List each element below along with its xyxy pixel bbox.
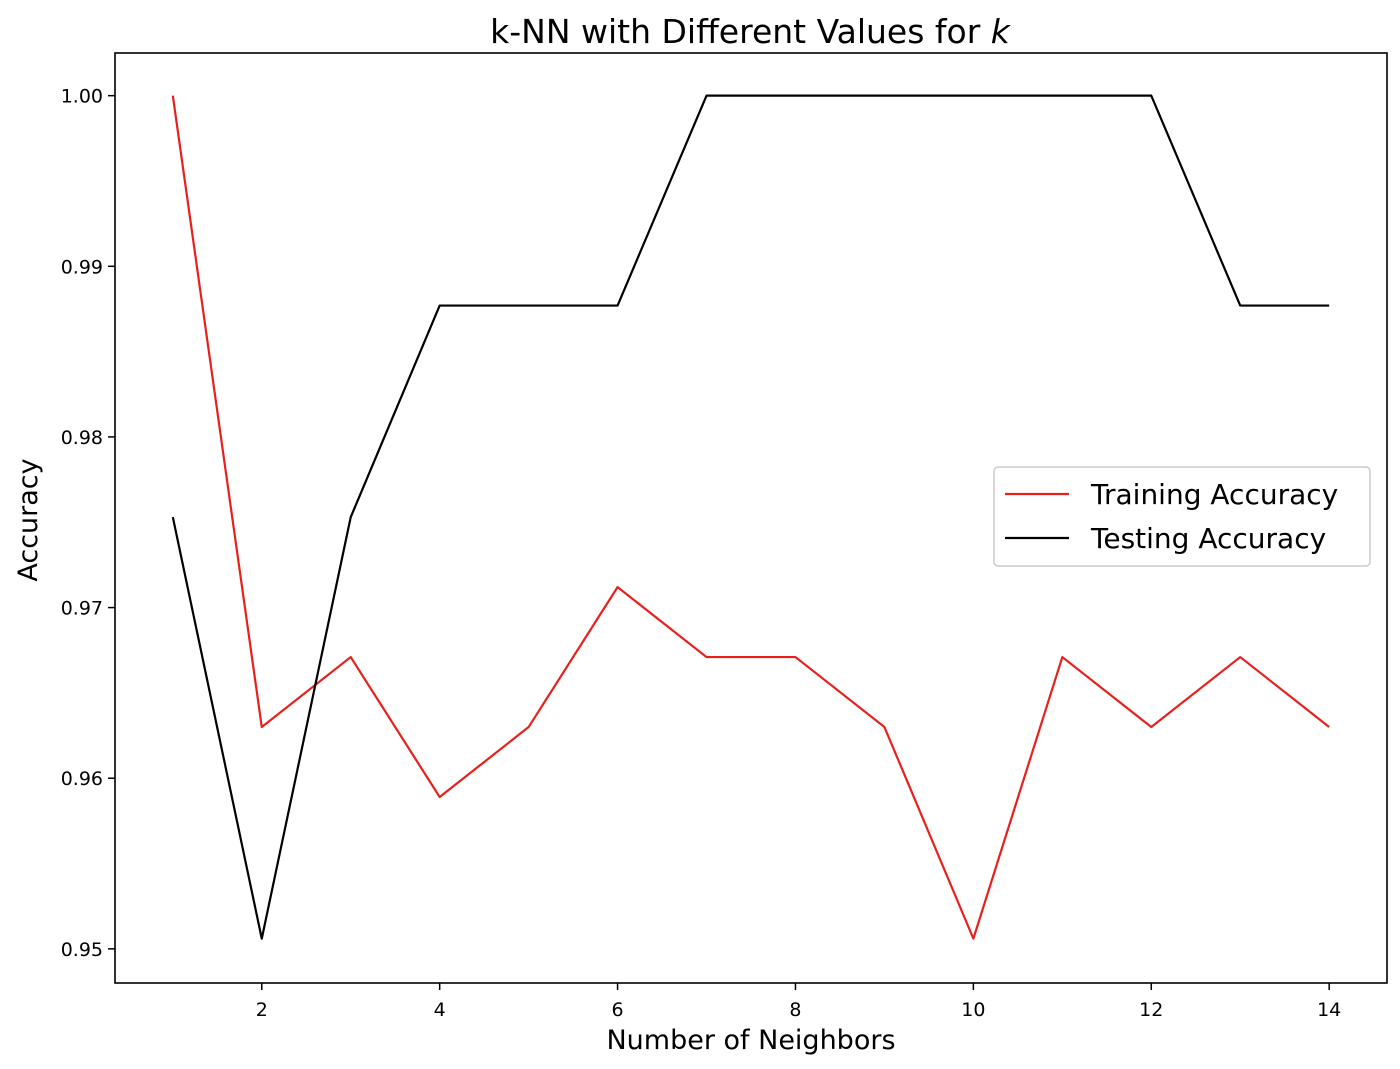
x-axis-ticks: 2 4 6 8 10 12 14 bbox=[256, 983, 1341, 1021]
x-tick-label: 8 bbox=[789, 999, 801, 1021]
chart-title-text: k-NN with Different Values for bbox=[490, 12, 991, 51]
y-tick-label: 1.00 bbox=[61, 86, 103, 108]
y-tick-label: 0.99 bbox=[61, 256, 103, 278]
plot-frame bbox=[114, 52, 1388, 984]
series-line-training-accuracy bbox=[171, 95, 1330, 940]
x-tick-label: 2 bbox=[256, 999, 268, 1021]
legend-items: Training Accuracy Testing Accuracy bbox=[1005, 478, 1338, 555]
y-tick-label: 0.97 bbox=[61, 598, 103, 620]
y-tick-label: 0.95 bbox=[61, 939, 103, 961]
x-tick-label: 6 bbox=[612, 999, 624, 1021]
y-tick-label: 0.96 bbox=[61, 768, 103, 790]
y-axis-label: Accuracy bbox=[13, 458, 44, 581]
chart-title-k: k bbox=[991, 12, 1012, 51]
series-lines bbox=[171, 94, 1330, 940]
legend-label: Testing Accuracy bbox=[1090, 522, 1326, 555]
y-axis-ticks: 0.95 0.96 0.97 0.98 0.99 1.00 bbox=[61, 86, 115, 961]
x-tick-label: 10 bbox=[961, 999, 985, 1021]
chart-title: k-NN with Different Values for k bbox=[490, 12, 1012, 51]
x-axis-label: Number of Neighbors bbox=[606, 1025, 895, 1056]
x-tick-label: 12 bbox=[1139, 999, 1163, 1021]
x-tick-label: 14 bbox=[1317, 999, 1341, 1021]
legend-box bbox=[993, 466, 1371, 567]
legend: Training Accuracy Testing Accuracy bbox=[993, 466, 1371, 567]
series-line-testing-accuracy bbox=[171, 94, 1330, 940]
y-tick-label: 0.98 bbox=[61, 427, 103, 449]
legend-label: Training Accuracy bbox=[1090, 478, 1338, 511]
x-tick-label: 4 bbox=[434, 999, 446, 1021]
